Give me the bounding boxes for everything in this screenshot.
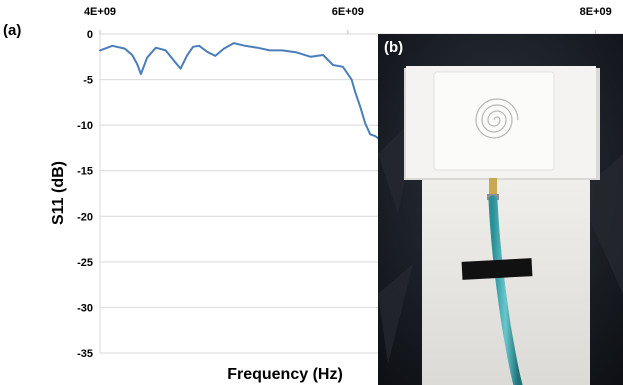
y-tick-label: -10	[77, 120, 93, 132]
y-tick-label: -15	[77, 166, 93, 178]
y-tick-label: 0	[87, 29, 93, 41]
y-tick-label: -35	[77, 348, 93, 360]
y-tick-label: -5	[83, 75, 93, 87]
support-board	[422, 174, 590, 385]
x-axis-title: Frequency (Hz)	[227, 366, 343, 383]
x-tick-label: 6E+09	[332, 6, 364, 18]
axes	[99, 30, 597, 353]
spiral-element	[475, 98, 519, 139]
y-tick-label: -25	[77, 257, 93, 269]
y-tick-label: -30	[77, 302, 93, 314]
tick-labels: 0 -5 -10 -15 -20 -25 -30 -35 4E+09 6E+09 8E+09	[77, 6, 612, 360]
antenna-photo: (b)	[378, 34, 623, 385]
x-tick-label: 4E+09	[84, 6, 116, 18]
absorber-shading	[378, 114, 623, 364]
x-tick-label: 8E+09	[580, 6, 612, 18]
black-tape	[461, 258, 533, 280]
panel-label-b: (b)	[384, 39, 403, 56]
y-axis-title: S11 (dB)	[50, 161, 67, 225]
sma-connector	[489, 178, 497, 196]
panel-label-a: (a)	[3, 22, 21, 39]
y-tick-label: -20	[77, 211, 93, 223]
coax-cable	[488, 195, 523, 385]
antenna-face	[433, 71, 555, 171]
